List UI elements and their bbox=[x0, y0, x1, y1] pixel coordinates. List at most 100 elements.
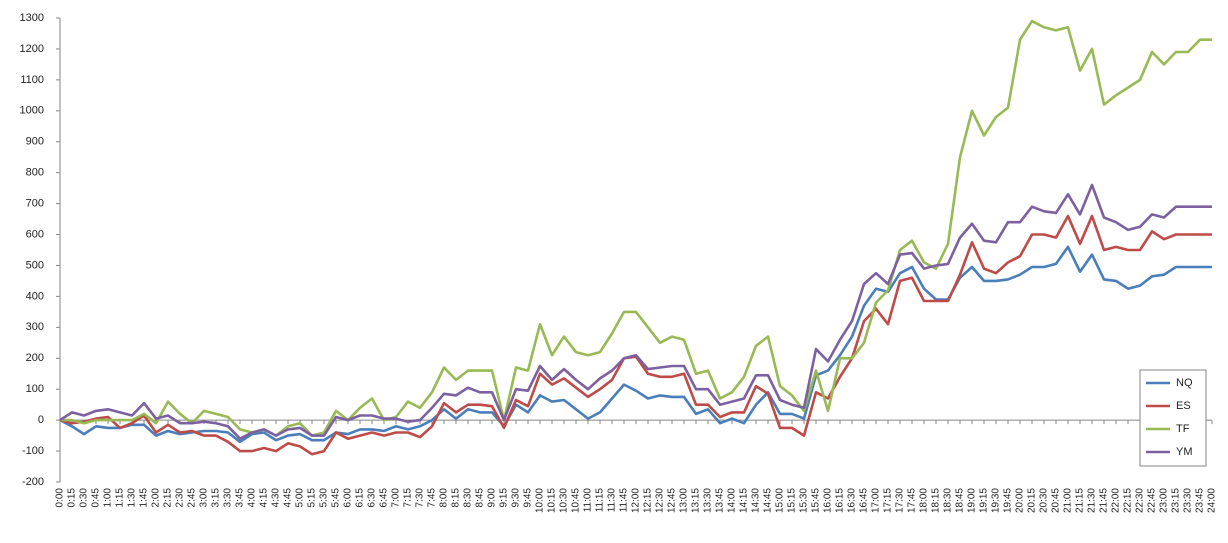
x-tick-label: 6:30 bbox=[367, 488, 378, 508]
x-tick-label: 1:15 bbox=[115, 488, 126, 508]
x-tick-label: 23:30 bbox=[1183, 488, 1194, 513]
legend: NQ ES TF YM bbox=[1139, 369, 1207, 467]
x-tick-label: 9:00 bbox=[487, 488, 498, 508]
x-tick-label: 17:15 bbox=[883, 488, 894, 513]
x-tick-label: 17:00 bbox=[871, 488, 882, 513]
x-tick-label: 21:00 bbox=[1063, 488, 1074, 513]
y-tick-label: 400 bbox=[26, 290, 44, 302]
x-tick-label: 16:00 bbox=[823, 488, 834, 513]
x-tick-label: 23:15 bbox=[1171, 488, 1182, 513]
x-tick-label: 12:45 bbox=[667, 488, 678, 513]
y-tick-label: 1300 bbox=[20, 12, 44, 24]
y-tick-label: 600 bbox=[26, 228, 44, 240]
x-tick-label: 19:15 bbox=[979, 488, 990, 513]
x-tick-label: 10:45 bbox=[571, 488, 582, 513]
x-tick-label: 16:45 bbox=[859, 488, 870, 513]
x-tick-label: 1:45 bbox=[139, 488, 150, 508]
x-tick-label: 7:30 bbox=[415, 488, 426, 508]
x-tick-label: 11:00 bbox=[583, 488, 594, 513]
x-tick-label: 17:45 bbox=[907, 488, 918, 513]
x-tick-label: 14:15 bbox=[739, 488, 750, 513]
y-tick-label: 100 bbox=[26, 383, 44, 395]
legend-label: TF bbox=[1176, 423, 1190, 435]
x-tick-label: 3:45 bbox=[235, 488, 246, 508]
x-tick-label: 2:15 bbox=[163, 488, 174, 508]
x-tick-label: 1:30 bbox=[127, 488, 138, 508]
x-tick-label: 16:30 bbox=[847, 488, 858, 513]
x-tick-label: 12:00 bbox=[631, 488, 642, 513]
y-tick-label: 1100 bbox=[20, 74, 44, 86]
x-tick-label: 6:00 bbox=[343, 488, 354, 508]
x-tick-label: 20:45 bbox=[1051, 488, 1062, 513]
y-tick-label: 800 bbox=[26, 167, 44, 179]
y-tick-label: 0 bbox=[38, 414, 44, 426]
x-tick-label: 22:00 bbox=[1111, 488, 1122, 513]
x-tick-label: 13:00 bbox=[679, 488, 690, 513]
x-tick-label: 5:00 bbox=[295, 488, 306, 508]
series-line bbox=[60, 19, 1212, 437]
x-tick-label: 21:45 bbox=[1099, 488, 1110, 513]
x-tick-label: 7:00 bbox=[391, 488, 402, 508]
x-tick-label: 15:45 bbox=[811, 488, 822, 513]
legend-box bbox=[1139, 369, 1207, 467]
x-tick-label: 19:00 bbox=[967, 488, 978, 513]
x-tick-label: 15:15 bbox=[787, 488, 798, 513]
x-tick-label: 11:30 bbox=[607, 488, 618, 513]
x-tick-label: 0:30 bbox=[79, 488, 90, 508]
x-tick-label: 18:00 bbox=[919, 488, 930, 513]
y-tick-label: 500 bbox=[26, 259, 44, 271]
x-tick-label: 8:30 bbox=[463, 488, 474, 508]
x-tick-label: 0:00 bbox=[55, 488, 66, 508]
x-tick-label: 7:15 bbox=[403, 488, 414, 508]
x-tick-label: 10:15 bbox=[547, 488, 558, 513]
x-tick-label: 5:45 bbox=[331, 488, 342, 508]
x-tick-label: 3:15 bbox=[211, 488, 222, 508]
x-tick-label: 6:45 bbox=[379, 488, 390, 508]
x-tick-label: 13:15 bbox=[691, 488, 702, 513]
x-tick-label: 2:45 bbox=[187, 488, 198, 508]
series-line bbox=[59, 183, 1212, 440]
x-tick-label: 18:30 bbox=[943, 488, 954, 513]
x-tick-label: 2:00 bbox=[151, 488, 162, 508]
x-tick-label: 22:30 bbox=[1135, 488, 1146, 513]
x-tick-label: 12:15 bbox=[643, 488, 654, 513]
x-tick-label: 7:45 bbox=[427, 488, 438, 508]
x-tick-label: 14:00 bbox=[727, 488, 738, 513]
x-tick-label: 3:00 bbox=[199, 488, 210, 508]
series-line bbox=[59, 214, 1212, 456]
x-tick-label: 20:30 bbox=[1039, 488, 1050, 513]
x-tick-label: 3:30 bbox=[223, 488, 234, 508]
x-tick-label: 9:45 bbox=[523, 488, 534, 508]
x-tick-label: 5:15 bbox=[307, 488, 318, 508]
x-tick-label: 22:45 bbox=[1147, 488, 1158, 513]
x-tick-label: 21:30 bbox=[1087, 488, 1098, 513]
x-tick-label: 14:45 bbox=[763, 488, 774, 513]
x-tick-label: 19:45 bbox=[1003, 488, 1014, 513]
x-tick-label: 16:15 bbox=[835, 488, 846, 513]
x-tick-label: 4:45 bbox=[283, 488, 294, 508]
x-tick-label: 11:15 bbox=[595, 488, 606, 513]
x-tick-label: 13:30 bbox=[703, 488, 714, 513]
x-tick-label: 21:15 bbox=[1075, 488, 1086, 513]
x-tick-label: 22:15 bbox=[1123, 488, 1134, 513]
x-tick-label: 2:30 bbox=[175, 488, 186, 508]
y-tick-label: 900 bbox=[26, 136, 44, 148]
x-tick-label: 17:30 bbox=[895, 488, 906, 513]
x-tick-label: 15:30 bbox=[799, 488, 810, 513]
x-tick-label: 18:45 bbox=[955, 488, 966, 513]
x-tick-label: 6:15 bbox=[355, 488, 366, 508]
series-line bbox=[59, 245, 1212, 444]
x-tick-label: 9:15 bbox=[499, 488, 510, 508]
y-tick-label: 1000 bbox=[20, 105, 44, 117]
legend-label: YM bbox=[1176, 446, 1193, 458]
x-tick-label: 23:00 bbox=[1159, 488, 1170, 513]
x-tick-label: 9:30 bbox=[511, 488, 522, 508]
y-tick-label: 300 bbox=[26, 321, 44, 333]
x-tick-label: 8:45 bbox=[475, 488, 486, 508]
x-tick-label: 13:45 bbox=[715, 488, 726, 513]
x-tick-label: 20:00 bbox=[1015, 488, 1026, 513]
legend-label: ES bbox=[1176, 400, 1191, 412]
y-tick-label: 700 bbox=[26, 198, 44, 210]
y-tick-label: -200 bbox=[22, 476, 44, 488]
